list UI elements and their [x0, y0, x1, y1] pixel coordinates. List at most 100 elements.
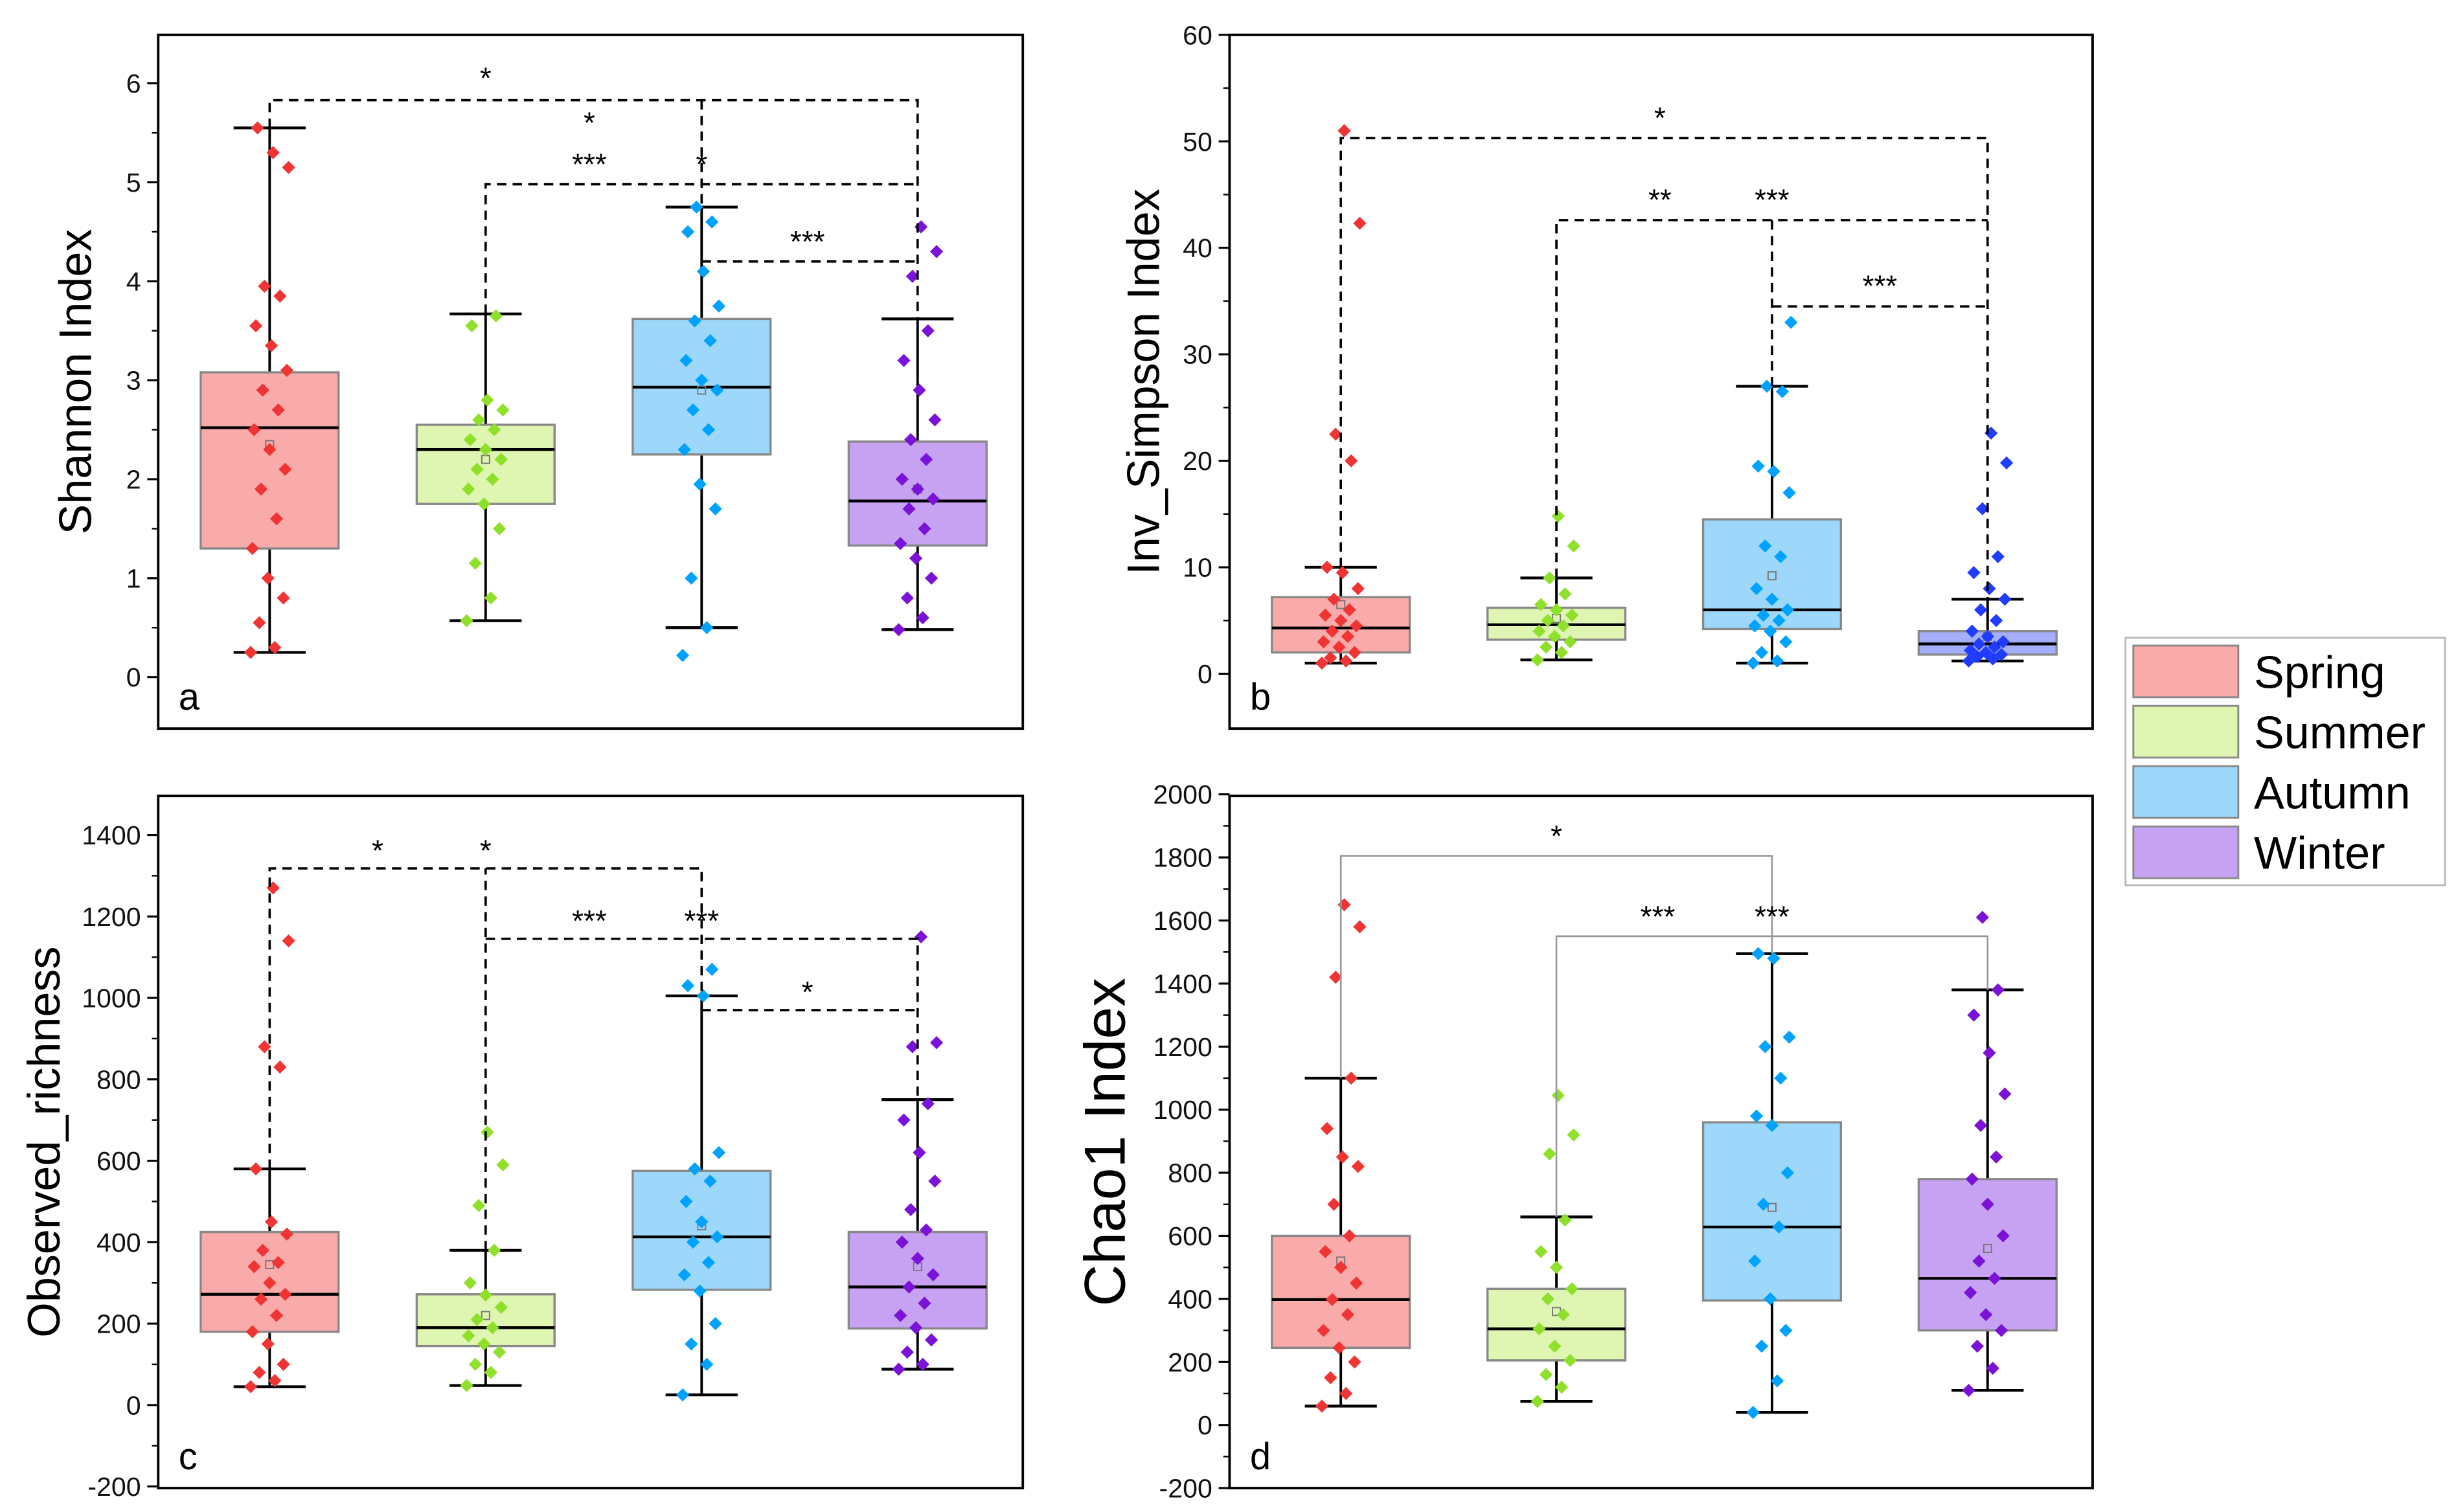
data-point	[1341, 629, 1354, 644]
data-point	[1530, 653, 1544, 667]
data-point	[1986, 652, 1999, 666]
data-point	[1351, 1160, 1365, 1173]
significance-label: *	[1654, 101, 1666, 135]
significance-label: *	[372, 833, 383, 867]
data-point	[280, 363, 294, 378]
data-point	[273, 289, 287, 303]
box-spring	[1271, 124, 1411, 670]
data-point	[279, 1287, 292, 1301]
data-point	[712, 299, 726, 313]
data-point	[681, 979, 695, 993]
data-point	[271, 403, 285, 417]
data-point	[1539, 640, 1553, 654]
data-point	[904, 1202, 918, 1217]
data-point	[1534, 598, 1548, 611]
data-point	[1979, 1308, 1993, 1322]
legend-item-winter: Winter	[2132, 825, 2385, 879]
data-point	[1991, 983, 2005, 997]
data-point	[472, 413, 486, 427]
data-point	[1986, 1361, 1999, 1375]
data-point	[1983, 1046, 1996, 1060]
data-point	[913, 383, 926, 397]
data-point	[1339, 654, 1353, 668]
panel-letter: c	[179, 1436, 198, 1478]
data-point	[924, 571, 938, 585]
data-point	[686, 403, 700, 417]
data-point	[1972, 637, 1986, 651]
data-point	[1765, 592, 1779, 606]
data-point	[700, 1357, 714, 1371]
data-point	[679, 1195, 693, 1208]
data-point	[1972, 1254, 1986, 1268]
data-point	[1556, 1308, 1570, 1322]
data-point	[479, 1288, 492, 1302]
data-point	[1975, 502, 1990, 515]
data-point	[1998, 592, 2012, 606]
legend-swatch	[2132, 644, 2240, 699]
data-point	[468, 1357, 483, 1371]
data-point	[1765, 1118, 1779, 1133]
significance-bracket	[485, 938, 919, 1100]
data-point	[463, 433, 477, 447]
data-point	[496, 403, 510, 417]
panel-c: -200 0 200 400 600 800 1000 1200 1400 Observed_ri…	[19, 795, 1025, 1502]
panel-letter: b	[1250, 676, 1271, 718]
data-point	[487, 423, 501, 436]
y-tick-label: 50	[1183, 127, 1212, 157]
y-tick-label: 800	[97, 1065, 141, 1094]
data-point	[1353, 216, 1367, 231]
data-point	[900, 1345, 914, 1359]
data-point	[264, 339, 279, 352]
significance-label: *	[584, 106, 595, 140]
mean-marker	[481, 1311, 490, 1320]
data-point	[1991, 550, 2005, 563]
y-tick-label: 30	[1183, 340, 1212, 370]
data-point	[1974, 1118, 1988, 1133]
data-point	[1565, 608, 1579, 622]
data-point	[1319, 608, 1332, 622]
data-point	[1315, 1399, 1329, 1413]
data-point	[494, 453, 508, 466]
data-point	[460, 614, 473, 627]
data-point	[905, 269, 919, 283]
data-point	[269, 1309, 284, 1322]
data-point	[280, 1227, 294, 1241]
data-point	[1755, 646, 1769, 659]
data-point	[273, 1060, 287, 1074]
data-point	[1332, 640, 1346, 654]
y-tick-label: 20	[1183, 446, 1212, 476]
data-point	[1532, 1322, 1546, 1336]
data-point	[1319, 1245, 1332, 1259]
data-point	[1764, 1292, 1777, 1306]
box-summer	[1486, 509, 1627, 667]
data-point	[472, 1199, 486, 1212]
y-tick-label: 600	[1168, 1221, 1212, 1251]
y-tick-label: 2	[126, 465, 141, 495]
data-point	[897, 354, 911, 367]
plot-frame	[157, 795, 1025, 1490]
iqr-box	[847, 1230, 988, 1330]
significance-bracket	[1555, 935, 1989, 1217]
box-spring	[1271, 898, 1411, 1413]
significance-label: ***	[1755, 183, 1790, 216]
data-point	[484, 1366, 497, 1379]
significance-label: ***	[1755, 899, 1790, 933]
data-point	[688, 1162, 701, 1176]
mean-marker	[1336, 600, 1346, 609]
data-point	[1541, 614, 1554, 627]
data-point	[462, 1329, 475, 1343]
significance-label: *	[802, 975, 813, 1009]
plot-frame	[157, 33, 1025, 730]
y-tick-label: -200	[87, 1472, 141, 1502]
data-point	[918, 522, 931, 536]
data-point	[477, 1337, 491, 1351]
y-tick-label: 4	[126, 267, 141, 297]
iqr-box	[1701, 518, 1843, 631]
data-point	[1530, 1395, 1544, 1408]
data-point	[1749, 1109, 1764, 1123]
y-tick-label: 0	[1198, 1410, 1212, 1440]
data-point	[1334, 1261, 1348, 1274]
iqr-box	[1271, 1234, 1411, 1349]
data-point	[1339, 1386, 1353, 1401]
